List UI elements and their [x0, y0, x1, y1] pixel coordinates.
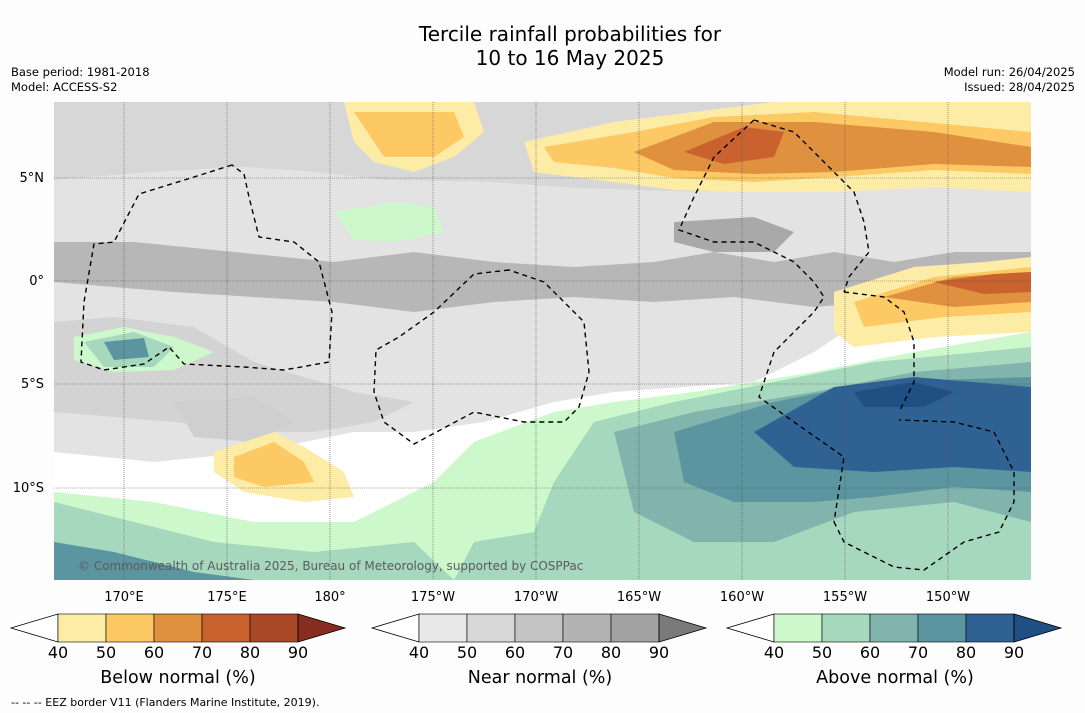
lon-label-175w: 175°W [410, 590, 456, 605]
above-colorbar-tick: 50 [811, 643, 833, 662]
above-normal-shading [54, 202, 1031, 580]
lon-label-170w: 170°W [513, 590, 559, 605]
above-colorbar-high-extend [1013, 613, 1063, 643]
above-colorbar-tick: 90 [1003, 643, 1025, 662]
above-colorbar-tick: 80 [955, 643, 977, 662]
eez-borders [80, 119, 1015, 571]
lon-label-155w: 155°W [822, 590, 868, 605]
near-colorbar-tick: 80 [600, 643, 622, 662]
above-colorbar-tick: 40 [763, 643, 785, 662]
above-colorbar-segment [917, 613, 967, 643]
meta-left: Base period: 1981-2018 Model: ACCESS-S2 [11, 65, 150, 95]
near-colorbar-tick: 70 [552, 643, 574, 662]
model-text: Model: ACCESS-S2 [11, 80, 118, 94]
copyright-text: © Commonwealth of Australia 2025, Bureau… [78, 559, 584, 573]
eez-footnote: -- -- -- EEZ border V11 (Flanders Marine… [11, 696, 320, 709]
near-colorbar-tick: 50 [456, 643, 478, 662]
title-line2: 10 to 16 May 2025 [475, 46, 665, 70]
above-colorbar-low-extend [726, 613, 775, 643]
below-colorbar-low-extend [10, 613, 59, 643]
below-normal-title: Below normal (%) [100, 668, 256, 688]
meta-right: Model run: 26/04/2025 Issued: 28/04/2025 [944, 65, 1075, 95]
above-colorbar-tick: 70 [907, 643, 929, 662]
below-colorbar-tick: 90 [287, 643, 309, 662]
lon-label-175e: 175°E [207, 590, 247, 605]
below-colorbar-tick: 50 [95, 643, 117, 662]
map-canvas [54, 102, 1031, 580]
above-colorbar-segment [869, 613, 919, 643]
above-normal-title: Above normal (%) [816, 668, 974, 688]
near-colorbar-tick: 60 [504, 643, 526, 662]
above-colorbar-segment [965, 613, 1015, 643]
below-colorbar-tick: 60 [143, 643, 165, 662]
above-colorbar-segment [821, 613, 871, 643]
lon-label-170e: 170°E [104, 590, 144, 605]
near-colorbar-segment [610, 613, 660, 643]
lon-label-165w: 165°W [616, 590, 662, 605]
lat-label-5n: 5°N [19, 171, 45, 186]
near-colorbar-low-extend [371, 613, 420, 643]
near-normal-colorbar [371, 613, 708, 643]
above-normal-colorbar [726, 613, 1063, 643]
below-colorbar-tick: 40 [47, 643, 69, 662]
issued-text: Issued: 28/04/2025 [964, 80, 1075, 94]
lat-label-0: 0° [29, 274, 44, 289]
below-colorbar-segment [105, 613, 155, 643]
below-colorbar-high-extend [297, 613, 347, 643]
below-normal-shading [214, 102, 1031, 502]
below-colorbar-tick: 80 [239, 643, 261, 662]
near-colorbar-high-extend [658, 613, 708, 643]
lat-label-5s: 5°S [20, 377, 44, 392]
near-colorbar-segment [562, 613, 612, 643]
below-colorbar-segment [201, 613, 251, 643]
base-period-text: Base period: 1981-2018 [11, 65, 150, 79]
above-colorbar-segment [773, 613, 823, 643]
map-title: Tercile rainfall probabilities for 10 to… [0, 22, 1085, 70]
near-colorbar-segment [514, 613, 564, 643]
below-colorbar-segment [249, 613, 299, 643]
title-line1: Tercile rainfall probabilities for [418, 22, 722, 46]
model-run-text: Model run: 26/04/2025 [943, 65, 1075, 79]
below-colorbar-segment [153, 613, 203, 643]
near-colorbar-tick: 90 [648, 643, 670, 662]
below-normal-colorbar [10, 613, 347, 643]
lon-label-150w: 150°W [925, 590, 971, 605]
near-normal-title: Near normal (%) [467, 668, 613, 688]
near-colorbar-segment [466, 613, 516, 643]
near-colorbar-tick: 40 [408, 643, 430, 662]
below-colorbar-segment [57, 613, 107, 643]
lon-label-180: 180° [314, 590, 346, 605]
above-colorbar-tick: 60 [859, 643, 881, 662]
probability-map: © Commonwealth of Australia 2025, Bureau… [54, 102, 1031, 580]
near-colorbar-segment [418, 613, 468, 643]
lat-label-10s: 10°S [12, 481, 44, 496]
below-colorbar-tick: 70 [191, 643, 213, 662]
lon-label-160w: 160°W [719, 590, 765, 605]
